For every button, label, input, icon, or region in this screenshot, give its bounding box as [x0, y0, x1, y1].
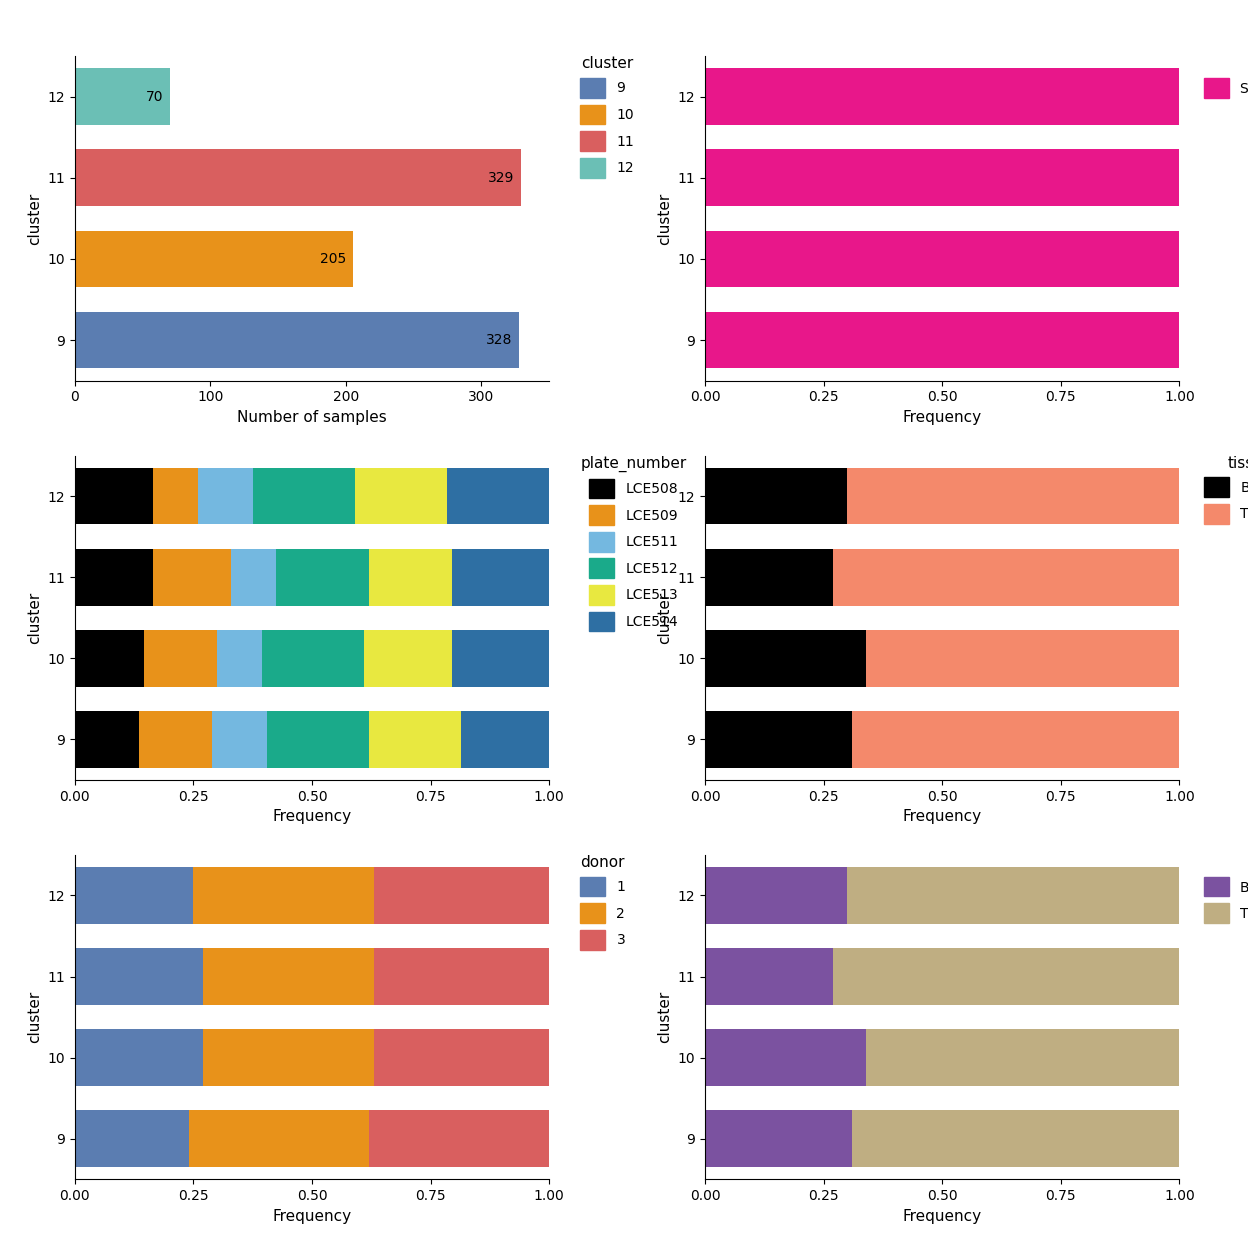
Bar	[705, 312, 1179, 368]
Y-axis label: cluster: cluster	[27, 592, 42, 644]
Bar	[373, 1030, 549, 1086]
Bar	[75, 549, 154, 605]
Text: 205: 205	[319, 252, 346, 266]
Bar	[373, 948, 549, 1005]
Bar	[847, 468, 1179, 524]
Bar	[369, 1111, 549, 1167]
Bar	[705, 948, 834, 1005]
X-axis label: Frequency: Frequency	[902, 409, 982, 424]
Bar	[705, 630, 866, 686]
Bar	[705, 150, 1179, 206]
Bar	[364, 630, 452, 686]
Bar	[75, 711, 139, 768]
Text: 70: 70	[146, 90, 163, 104]
Bar	[277, 549, 369, 605]
Bar	[262, 630, 364, 686]
X-axis label: Frequency: Frequency	[272, 809, 352, 824]
Legend: Blood.S3 (CD4-/CD161+), Thymus.S3 (CD4-/CD161+): Blood.S3 (CD4-/CD161+), Thymus.S3 (CD4-/…	[1199, 850, 1248, 929]
Legend: Blood, Thymus: Blood, Thymus	[1199, 451, 1248, 529]
Bar	[198, 468, 252, 524]
Text: 328: 328	[487, 333, 513, 347]
Bar	[267, 711, 369, 768]
Bar	[188, 1111, 369, 1167]
Bar	[452, 549, 549, 605]
Legend: S3 (CD4-/CD161+): S3 (CD4-/CD161+)	[1199, 51, 1248, 104]
X-axis label: Number of samples: Number of samples	[237, 409, 387, 424]
Bar	[834, 549, 1179, 605]
Bar	[75, 150, 520, 206]
Bar	[705, 711, 852, 768]
Bar	[852, 711, 1179, 768]
Bar	[705, 549, 834, 605]
Bar	[369, 549, 452, 605]
Bar	[203, 1030, 373, 1086]
Y-axis label: cluster: cluster	[658, 192, 673, 245]
Bar	[75, 1030, 203, 1086]
Bar	[705, 231, 1179, 287]
Bar	[231, 549, 277, 605]
Bar	[847, 867, 1179, 924]
Bar	[75, 468, 154, 524]
Bar	[452, 630, 549, 686]
Y-axis label: cluster: cluster	[658, 592, 673, 644]
Bar	[217, 630, 262, 686]
Bar	[154, 549, 231, 605]
Bar	[144, 630, 217, 686]
Bar	[203, 948, 373, 1005]
Bar	[75, 630, 144, 686]
Bar	[193, 867, 373, 924]
Legend: 1, 2, 3: 1, 2, 3	[575, 850, 631, 955]
Bar	[75, 867, 193, 924]
Bar	[705, 1030, 866, 1086]
Bar	[75, 312, 519, 368]
Bar	[75, 69, 170, 125]
Bar	[354, 468, 447, 524]
Legend: LCE508, LCE509, LCE511, LCE512, LCE513, LCE514: LCE508, LCE509, LCE511, LCE512, LCE513, …	[575, 451, 693, 636]
Bar	[866, 1030, 1179, 1086]
Bar	[154, 468, 198, 524]
Bar	[212, 711, 267, 768]
Bar	[705, 1111, 852, 1167]
Bar	[705, 867, 847, 924]
Bar	[75, 948, 203, 1005]
Y-axis label: cluster: cluster	[27, 991, 42, 1043]
Bar	[75, 231, 353, 287]
Bar	[447, 468, 549, 524]
Y-axis label: cluster: cluster	[658, 991, 673, 1043]
Bar	[75, 1111, 188, 1167]
Bar	[139, 711, 212, 768]
Bar	[369, 711, 462, 768]
Bar	[705, 69, 1179, 125]
X-axis label: Frequency: Frequency	[902, 1208, 982, 1223]
Bar	[705, 468, 847, 524]
Bar	[373, 867, 549, 924]
Bar	[462, 711, 549, 768]
Bar	[252, 468, 354, 524]
Bar	[834, 948, 1179, 1005]
Bar	[852, 1111, 1179, 1167]
X-axis label: Frequency: Frequency	[272, 1208, 352, 1223]
Legend: 9, 10, 11, 12: 9, 10, 11, 12	[575, 51, 640, 183]
Y-axis label: cluster: cluster	[27, 192, 42, 245]
X-axis label: Frequency: Frequency	[902, 809, 982, 824]
Bar	[866, 630, 1179, 686]
Text: 329: 329	[488, 171, 514, 185]
